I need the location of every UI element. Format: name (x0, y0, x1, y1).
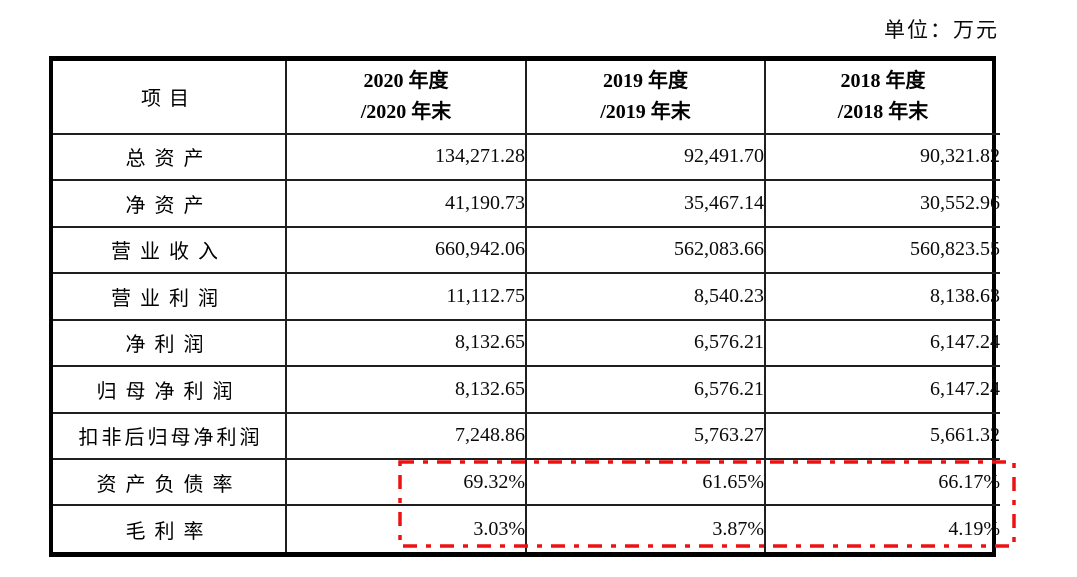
table-row: 归母净利润 8,132.65 6,576.21 6,147.24 (53, 366, 1000, 414)
value-cell-2018: 66.17% (765, 459, 1000, 507)
row-label-cell: 营业收入 (53, 226, 287, 275)
row-label-cell: 营业利润 (53, 273, 287, 321)
value-cell-2020: 3.03% (286, 505, 527, 552)
header-2019: 2019 年度 /2019 年末 (526, 61, 766, 135)
value-cell-2018: 6,147.24 (765, 319, 1000, 368)
table-row: 总资产 134,271.28 92,491.70 90,321.82 (53, 133, 1000, 182)
table-row: 毛利率 3.03% 3.87% 4.19% (53, 505, 1000, 552)
table-header-row: 项目 2020 年度 /2020 年末 2019 年度 /2019 年末 201… (53, 61, 1000, 135)
value-cell-2018: 8,138.63 (765, 273, 1000, 321)
value-cell-2019: 6,576.21 (526, 319, 766, 368)
row-label-cell: 毛利率 (53, 505, 287, 552)
value-cell-2020: 11,112.75 (286, 273, 527, 321)
value-cell-2020: 8,132.65 (286, 319, 527, 368)
table-row: 营业利润 11,112.75 8,540.23 8,138.63 (53, 273, 1000, 321)
financial-table-grid: 项目 2020 年度 /2020 年末 2019 年度 /2019 年末 201… (53, 61, 1000, 552)
value-cell-2019: 562,083.66 (526, 226, 766, 275)
row-label-cell: 扣非后归母净利润 (53, 412, 287, 461)
table-row: 扣非后归母净利润 7,248.86 5,763.27 5,661.32 (53, 412, 1000, 461)
header-2018-line1: 2018 年度 (840, 69, 926, 92)
table-row: 资产负债率 69.32% 61.65% 66.17% (53, 459, 1000, 507)
value-cell-2018: 4.19% (948, 517, 1000, 540)
row-label-cell: 资产负债率 (53, 459, 287, 507)
table-row: 净利润 8,132.65 6,576.21 6,147.24 (53, 319, 1000, 368)
financial-table: 项目 2020 年度 /2020 年末 2019 年度 /2019 年末 201… (49, 56, 1000, 557)
value-cell-2020: 134,271.28 (286, 133, 527, 182)
row-label-cell: 归母净利润 (53, 366, 287, 414)
row-label-cell: 总资产 (53, 133, 287, 182)
value-cell-2018: 30,552.96 (765, 180, 1000, 228)
value-cell-2020: 41,190.73 (286, 180, 527, 228)
value-cell-2018: 6,147.24 (765, 366, 1000, 414)
value-cell-2020: 7,248.86 (286, 412, 527, 461)
header-2018-line2: /2018 年末 (837, 100, 929, 123)
value-cell-2019: 6,576.21 (526, 366, 766, 414)
table-row: 营业收入 660,942.06 562,083.66 560,823.55 (53, 226, 1000, 275)
header-2020: 2020 年度 /2020 年末 (286, 61, 527, 135)
value-cell-2020: 8,132.65 (286, 366, 527, 414)
row-label-cell: 净资产 (53, 180, 287, 228)
value-cell-2019: 8,540.23 (526, 273, 766, 321)
value-cell-2019: 92,491.70 (526, 133, 766, 182)
header-2019-line2: /2019 年末 (600, 100, 691, 123)
row-label-cell: 净利润 (53, 319, 287, 368)
header-2019-line1: 2019 年度 (603, 69, 688, 92)
value-cell-2020: 660,942.06 (286, 226, 527, 275)
value-cell-2018: 5,661.32 (765, 412, 1000, 461)
value-cell-2018: 90,321.82 (765, 133, 1000, 182)
value-cell-2019: 35,467.14 (526, 180, 766, 228)
value-cell-2019: 61.65% (526, 459, 766, 507)
unit-label: 单位：万元 (884, 18, 999, 42)
value-cell-2018: 560,823.55 (765, 226, 1000, 275)
value-cell-2019: 5,763.27 (526, 412, 766, 461)
value-cell-2019: 3.87% (526, 505, 766, 552)
table-row: 净资产 41,190.73 35,467.14 30,552.96 (53, 180, 1000, 228)
header-2020-line1: 2020 年度 (363, 69, 449, 92)
header-item: 项目 (53, 61, 287, 135)
header-2018: 2018 年度 /2018 年末 (765, 61, 1000, 135)
header-2020-line2: /2020 年末 (360, 100, 452, 123)
value-cell-2020: 69.32% (286, 459, 527, 507)
